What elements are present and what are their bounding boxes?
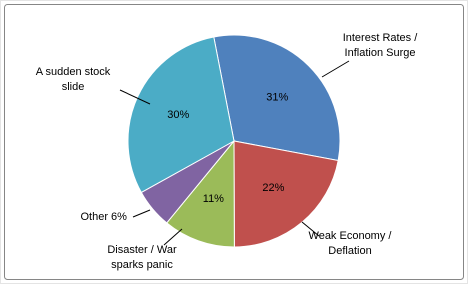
value-label: 31% bbox=[266, 91, 288, 103]
category-label: Weak Economy / Deflation bbox=[308, 230, 392, 257]
leader-line bbox=[321, 60, 350, 78]
pie-slice bbox=[213, 34, 341, 162]
leader-line bbox=[132, 209, 151, 218]
category-label: Other bbox=[80, 211, 108, 223]
pie-slice bbox=[127, 36, 235, 194]
leader-line bbox=[301, 221, 320, 237]
value-label: 11% bbox=[203, 193, 224, 205]
leader-line bbox=[119, 89, 151, 105]
category-label: Interest Rates / Inflation Surge bbox=[342, 32, 418, 59]
leader-line bbox=[163, 228, 183, 246]
category-label: A sudden stock slide bbox=[35, 66, 111, 93]
value-label: 30% bbox=[167, 109, 189, 121]
pie-slice bbox=[166, 139, 235, 248]
category-label: Disaster / War sparks panic bbox=[107, 244, 177, 271]
value-label: 22% bbox=[262, 182, 284, 194]
value-label: 6% bbox=[111, 211, 127, 223]
